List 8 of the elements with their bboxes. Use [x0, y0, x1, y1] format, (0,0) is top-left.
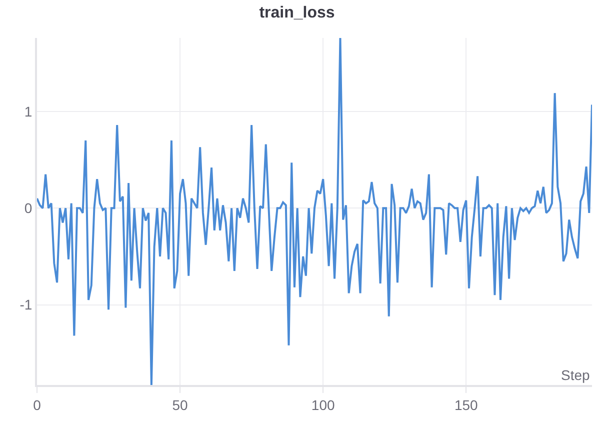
x-tick-label: 100 [311, 396, 335, 413]
y-tick-label: 1 [24, 103, 32, 120]
x-tick-label: 50 [172, 396, 188, 413]
y-tick-label: 0 [24, 200, 32, 216]
chart-title: train_loss [259, 4, 335, 22]
y-tick-label: -1 [20, 296, 32, 313]
x-tick-label: 150 [454, 396, 478, 413]
x-axis-title: Step [561, 367, 590, 383]
